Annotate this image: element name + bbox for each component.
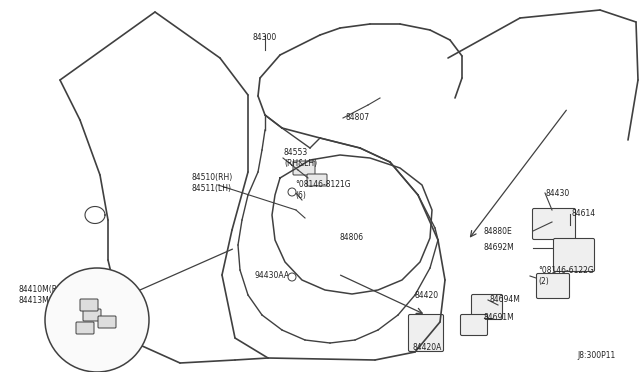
Text: J8:300P11: J8:300P11 — [578, 351, 616, 360]
Text: °84400E: °84400E — [65, 311, 98, 321]
FancyBboxPatch shape — [554, 238, 595, 272]
Text: °08146-6122G
(2): °08146-6122G (2) — [538, 266, 594, 286]
Text: 84510(RH)
84511(LH): 84510(RH) 84511(LH) — [192, 173, 233, 193]
FancyBboxPatch shape — [536, 273, 570, 298]
FancyBboxPatch shape — [80, 299, 98, 311]
Text: 84806: 84806 — [340, 232, 364, 241]
Circle shape — [288, 188, 296, 196]
Text: 84430AA: 84430AA — [75, 327, 110, 337]
FancyBboxPatch shape — [76, 322, 94, 334]
Text: 84553
(RH&LH): 84553 (RH&LH) — [284, 148, 317, 168]
Text: 84692M: 84692M — [484, 244, 515, 253]
Text: 84691M: 84691M — [484, 314, 515, 323]
Text: 84807: 84807 — [345, 113, 369, 122]
FancyBboxPatch shape — [293, 161, 315, 175]
Text: 84420: 84420 — [415, 291, 439, 299]
FancyBboxPatch shape — [461, 314, 488, 336]
Circle shape — [45, 268, 149, 372]
Text: 84614: 84614 — [571, 209, 595, 218]
Text: 94430AA: 94430AA — [255, 270, 289, 279]
FancyBboxPatch shape — [98, 316, 116, 328]
FancyBboxPatch shape — [83, 309, 101, 321]
FancyBboxPatch shape — [408, 314, 444, 352]
Circle shape — [288, 273, 296, 281]
Text: 84430: 84430 — [546, 189, 570, 198]
Text: 84880E: 84880E — [484, 227, 513, 235]
FancyBboxPatch shape — [472, 295, 502, 320]
Text: 84410M(RH)
84413M(LH): 84410M(RH) 84413M(LH) — [18, 285, 66, 305]
Text: °08146-8121G
(6): °08146-8121G (6) — [295, 180, 351, 200]
FancyBboxPatch shape — [532, 208, 575, 240]
FancyBboxPatch shape — [307, 174, 327, 186]
Text: 84420A: 84420A — [412, 343, 442, 353]
Text: 84694M: 84694M — [490, 295, 521, 305]
Text: 84300: 84300 — [253, 33, 277, 42]
